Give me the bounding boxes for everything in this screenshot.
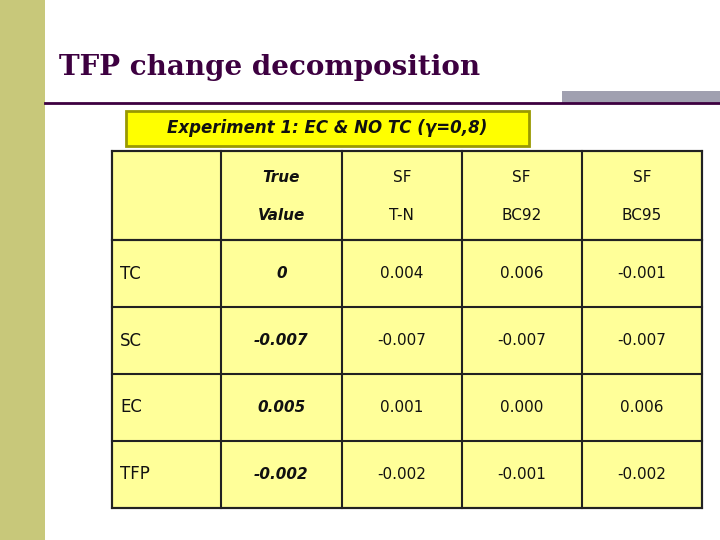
Text: BC92: BC92 <box>502 208 541 223</box>
Text: TFP change decomposition: TFP change decomposition <box>59 54 480 81</box>
Text: -0.007: -0.007 <box>254 333 309 348</box>
Text: EC: EC <box>120 399 142 416</box>
Text: SC: SC <box>120 332 143 349</box>
Text: Experiment 1: EC & NO TC (γ=0,8): Experiment 1: EC & NO TC (γ=0,8) <box>168 119 487 137</box>
Text: -0.007: -0.007 <box>498 333 546 348</box>
Bar <box>0 0 45 540</box>
Text: 0.004: 0.004 <box>380 266 423 281</box>
Text: SF: SF <box>633 171 651 185</box>
Text: TC: TC <box>120 265 141 283</box>
Text: True: True <box>263 171 300 185</box>
Text: 0.006: 0.006 <box>500 266 544 281</box>
Text: -0.007: -0.007 <box>377 333 426 348</box>
Text: 0.006: 0.006 <box>620 400 664 415</box>
Bar <box>126 111 529 146</box>
Text: 0: 0 <box>276 266 287 281</box>
Text: -0.001: -0.001 <box>617 266 666 281</box>
Bar <box>112 151 702 508</box>
Text: BC95: BC95 <box>621 208 662 223</box>
Text: 0.005: 0.005 <box>257 400 305 415</box>
Text: -0.002: -0.002 <box>617 467 666 482</box>
Text: SF: SF <box>513 171 531 185</box>
Text: 0.001: 0.001 <box>380 400 423 415</box>
Text: T-N: T-N <box>390 208 414 223</box>
Text: 0.000: 0.000 <box>500 400 544 415</box>
Text: -0.002: -0.002 <box>377 467 426 482</box>
Text: -0.007: -0.007 <box>617 333 666 348</box>
Text: SF: SF <box>392 171 411 185</box>
Text: TFP: TFP <box>120 465 150 483</box>
Text: -0.002: -0.002 <box>254 467 309 482</box>
Bar <box>562 91 720 103</box>
Text: Value: Value <box>258 208 305 223</box>
Text: -0.001: -0.001 <box>498 467 546 482</box>
